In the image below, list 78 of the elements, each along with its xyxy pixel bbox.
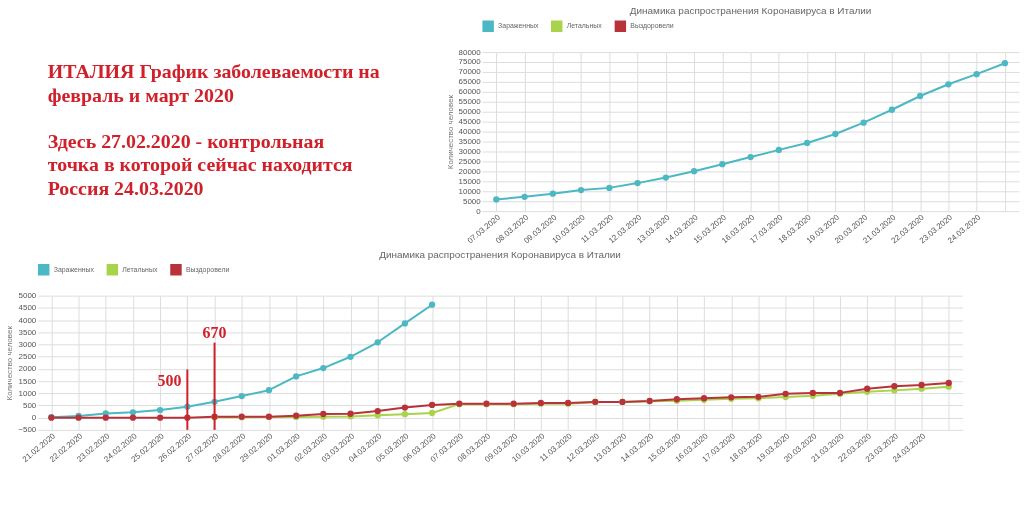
point xyxy=(832,130,839,138)
y-tick-label: 50000 xyxy=(458,107,482,117)
point xyxy=(719,161,726,168)
point xyxy=(747,153,754,161)
y-tick-label: 1500 xyxy=(18,376,37,386)
point xyxy=(916,92,924,100)
point xyxy=(428,409,436,417)
point xyxy=(238,392,245,400)
point xyxy=(401,320,409,327)
point xyxy=(292,373,300,380)
point xyxy=(102,414,109,421)
point xyxy=(347,353,354,360)
y-tick-label: 70000 xyxy=(458,67,482,77)
point xyxy=(803,139,811,147)
point xyxy=(577,186,585,194)
point xyxy=(945,379,952,387)
y-tick-label: 30000 xyxy=(458,146,482,156)
y-tick-label: 10000 xyxy=(458,186,482,196)
point xyxy=(782,390,789,397)
point xyxy=(157,414,164,421)
point xyxy=(860,119,867,126)
point xyxy=(320,364,327,372)
y-tick-label: 3000 xyxy=(18,339,37,349)
point xyxy=(374,339,381,346)
point xyxy=(775,146,782,154)
ref-line-label: 500 xyxy=(157,372,182,390)
y-tick-label: 80000 xyxy=(458,47,482,57)
y-tick-label: 40000 xyxy=(458,127,482,137)
point xyxy=(401,411,409,418)
y-tick-label: 4000 xyxy=(18,315,37,325)
y-tick-label: 45000 xyxy=(458,117,482,127)
point xyxy=(945,81,952,88)
text: ИТАЛИЯ График заболеваемости на февраль и март 2020 xyxy=(47,59,380,106)
y-tick-label: 35000 xyxy=(458,137,482,147)
y-axis-title: Количество человек xyxy=(445,94,455,170)
point xyxy=(129,414,137,421)
y-tick-label: 65000 xyxy=(458,77,482,87)
y-tick-label: 500 xyxy=(23,400,37,410)
y-tick-label: 55000 xyxy=(458,97,482,107)
chart-title: Динамика распространения Коронавируса в Италии xyxy=(629,5,872,17)
point xyxy=(918,381,925,389)
point xyxy=(606,184,613,192)
point xyxy=(690,168,698,175)
point xyxy=(891,383,898,390)
point xyxy=(428,401,436,409)
point xyxy=(521,193,528,200)
point xyxy=(401,404,409,411)
point xyxy=(129,409,137,416)
point xyxy=(157,406,164,414)
y-tick-label: 2000 xyxy=(18,364,37,374)
point xyxy=(888,106,896,113)
y-tick-label: 3500 xyxy=(18,327,37,337)
y-tick-label: 4500 xyxy=(18,303,37,313)
y-tick-label: 25000 xyxy=(458,156,482,166)
point xyxy=(493,196,500,203)
y-axis-title: Количество человек xyxy=(5,325,15,401)
y-tick-label: −500 xyxy=(18,425,37,435)
chart-title: Динамика распространения Коронавируса в Италии xyxy=(379,248,621,260)
ref-line-label: 670 xyxy=(202,323,227,341)
point xyxy=(662,174,669,181)
point xyxy=(265,387,273,394)
point xyxy=(549,190,556,197)
y-tick-label: 1000 xyxy=(18,388,37,398)
point xyxy=(1001,60,1009,67)
y-tick-label: 5000 xyxy=(18,291,37,301)
y-tick-label: 20000 xyxy=(458,166,482,176)
point xyxy=(634,179,641,187)
y-tick-label: 60000 xyxy=(458,87,482,97)
y-tick-label: 2500 xyxy=(18,352,37,362)
y-tick-label: 75000 xyxy=(458,57,482,67)
y-tick-label: 5000 xyxy=(463,196,482,206)
point xyxy=(428,301,436,308)
text: Здесь 27.02.2020 - контрольная точка в которой сейчас находится Россия 24.03.2020 xyxy=(47,129,353,200)
y-tick-label: 15000 xyxy=(458,176,482,186)
y-tick-label: 0 xyxy=(476,206,482,216)
point xyxy=(973,71,980,78)
point xyxy=(374,407,381,415)
y-tick-label: 0 xyxy=(31,413,37,423)
